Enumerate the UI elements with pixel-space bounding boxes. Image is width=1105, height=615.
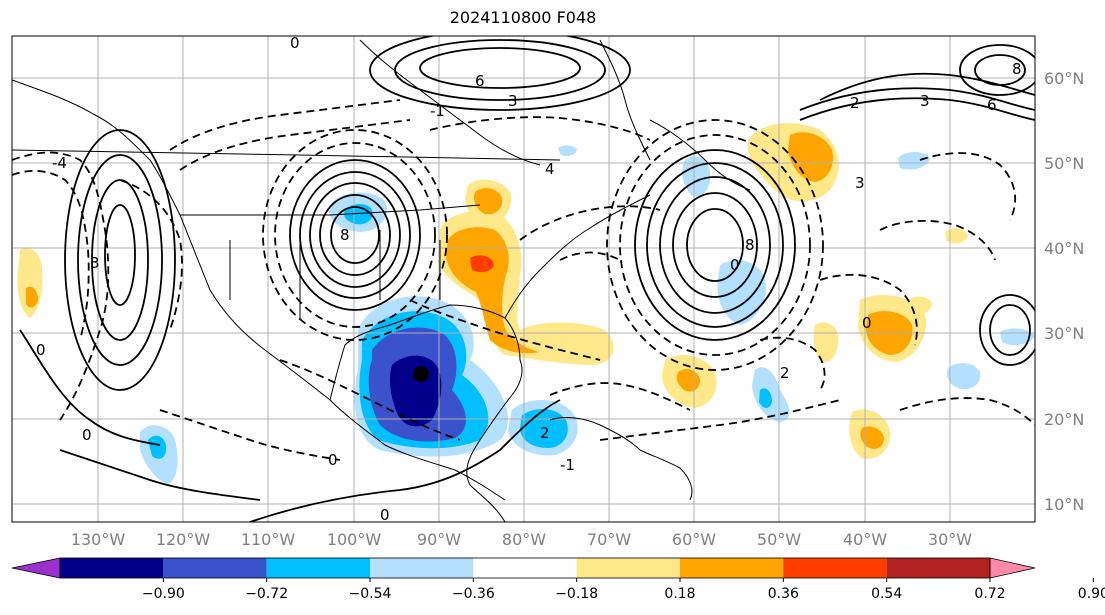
lon-label-60w: 60°W — [672, 530, 716, 549]
negative-anomaly-pacific-inner — [148, 435, 167, 459]
positive-anomaly-newfoundland-inner — [788, 132, 834, 182]
colorbar-extend-high — [989, 557, 1036, 579]
positive-anomaly-ohio-valley-core — [470, 255, 494, 273]
contour-label-0-pacific: 0 — [36, 341, 46, 359]
colorbar-segment — [266, 558, 370, 578]
colorbar-tick-label: 0.54 — [871, 586, 902, 602]
longitude-axis: 130°W 120°W 110°W 100°W 90°W 80°W 70°W 6… — [71, 530, 972, 549]
lon-label-90w: 90°W — [417, 530, 461, 549]
colorbar-segment — [473, 558, 577, 578]
negative-anomaly-atlantic-2 — [682, 156, 711, 197]
lat-label-60n: 60°N — [1044, 69, 1084, 88]
colorbar-segment — [163, 558, 267, 578]
colorbar-tick-label: 0.90 — [1078, 586, 1105, 602]
contour-label-0-gulf: 0 — [328, 451, 338, 469]
positive-anomaly-ohio-valley-inner — [446, 227, 540, 354]
contour-label-8-atlantic: 8 — [745, 236, 755, 254]
contour-label-neg4: -4 — [52, 154, 67, 172]
negative-anomaly-ne-small — [558, 145, 577, 157]
contour-label-0-atlantic: 0 — [862, 314, 872, 332]
colorbar-segment — [680, 558, 784, 578]
lon-label-110w: 110°W — [241, 530, 296, 549]
negative-anomaly-atlantic-3-inner — [759, 388, 772, 408]
positive-anomaly-south-atlantic-inner — [860, 426, 884, 449]
contour-label-0: 0 — [290, 34, 300, 52]
colorbar-tick-label: −0.36 — [452, 586, 495, 602]
lon-label-70w: 70°W — [587, 530, 631, 549]
negative-anomaly-atlantic-4 — [946, 363, 981, 390]
storm-center-marker — [413, 366, 429, 382]
map-frame — [11, 35, 1036, 523]
colorbar-tick-label: 0.18 — [664, 586, 695, 602]
colorbar-segment — [886, 558, 990, 578]
contour-label-3-atlantic: 3 — [855, 174, 865, 192]
colorbar: −0.90 −0.72 −0.54 −0.36 −0.18 0.18 0.36 0.54 0.7… — [11, 557, 1105, 602]
contour-label-0-south: 0 — [82, 426, 92, 444]
map-title: 2024110800 F048 — [449, 8, 597, 27]
contour-label-2-atlantic: 2 — [780, 364, 790, 382]
colorbar-segment — [576, 558, 680, 578]
colorbar-tick-label: −0.72 — [245, 586, 288, 602]
colorbar-tick-label: 0.36 — [768, 586, 799, 602]
contour-label-4: 4 — [545, 160, 555, 178]
contour-label-1-north: -1 — [430, 102, 445, 120]
contour-label-6-east: 6 — [987, 96, 997, 114]
lat-label-10n: 10°N — [1044, 495, 1084, 514]
contour-label-0-bottom: 0 — [380, 506, 390, 524]
lat-label-30n: 30°N — [1044, 324, 1084, 343]
negative-anomaly-atlantic-5 — [898, 152, 930, 170]
positive-anomaly-subtropics — [813, 322, 839, 363]
contour-label-3: 3 — [508, 92, 518, 110]
colorbar-segment — [370, 558, 474, 578]
colorbar-segment — [60, 558, 164, 578]
contour-label-2-north: 2 — [850, 94, 860, 112]
contour-lines-dashed — [12, 99, 1035, 461]
colorbar-frame — [59, 557, 991, 579]
colorbar-tick-label: −0.18 — [555, 586, 598, 602]
colorbar-tick-label: 0.72 — [974, 586, 1005, 602]
colorbar-tick-label: −0.90 — [142, 586, 185, 602]
contour-label-2-caribbean: 2 — [540, 424, 550, 442]
colorbar-tick-label: −0.54 — [349, 586, 392, 602]
positive-anomaly-great-lakes-inner — [474, 188, 503, 215]
contour-label-8-east: 8 — [1012, 60, 1022, 78]
latitude-axis: 60°N 50°N 40°N 30°N 20°N 10°N — [1044, 69, 1084, 514]
lon-label-120w: 120°W — [156, 530, 211, 549]
lat-label-20n: 20°N — [1044, 410, 1084, 429]
contour-label-3-pacific: 3 — [90, 254, 100, 272]
lat-label-40n: 40°N — [1044, 239, 1084, 258]
positive-anomaly-small-1 — [945, 228, 968, 244]
positive-anomaly-east-pacific-inner — [26, 286, 38, 308]
lon-label-130w: 130°W — [71, 530, 126, 549]
contour-labels: 0 6 3 4 2 3 6 8 8 8 -4 3 0 0 0 0 2 3 0 2… — [36, 34, 1022, 524]
contour-label-1-south: -1 — [560, 456, 575, 474]
lat-label-50n: 50°N — [1044, 154, 1084, 173]
lon-label-40w: 40°W — [843, 530, 887, 549]
colorbar-extend-low — [11, 557, 61, 579]
contour-label-3-north: 3 — [920, 92, 930, 110]
contour-label-8-trough: 8 — [340, 226, 350, 244]
lon-label-80w: 80°W — [502, 530, 546, 549]
contour-label-6: 6 — [475, 72, 485, 90]
contour-label-0-atlantic-2: 0 — [730, 256, 740, 274]
colorbar-segment — [783, 558, 887, 578]
lon-label-50w: 50°W — [757, 530, 801, 549]
lon-label-30w: 30°W — [928, 530, 972, 549]
lon-label-100w: 100°W — [327, 530, 382, 549]
